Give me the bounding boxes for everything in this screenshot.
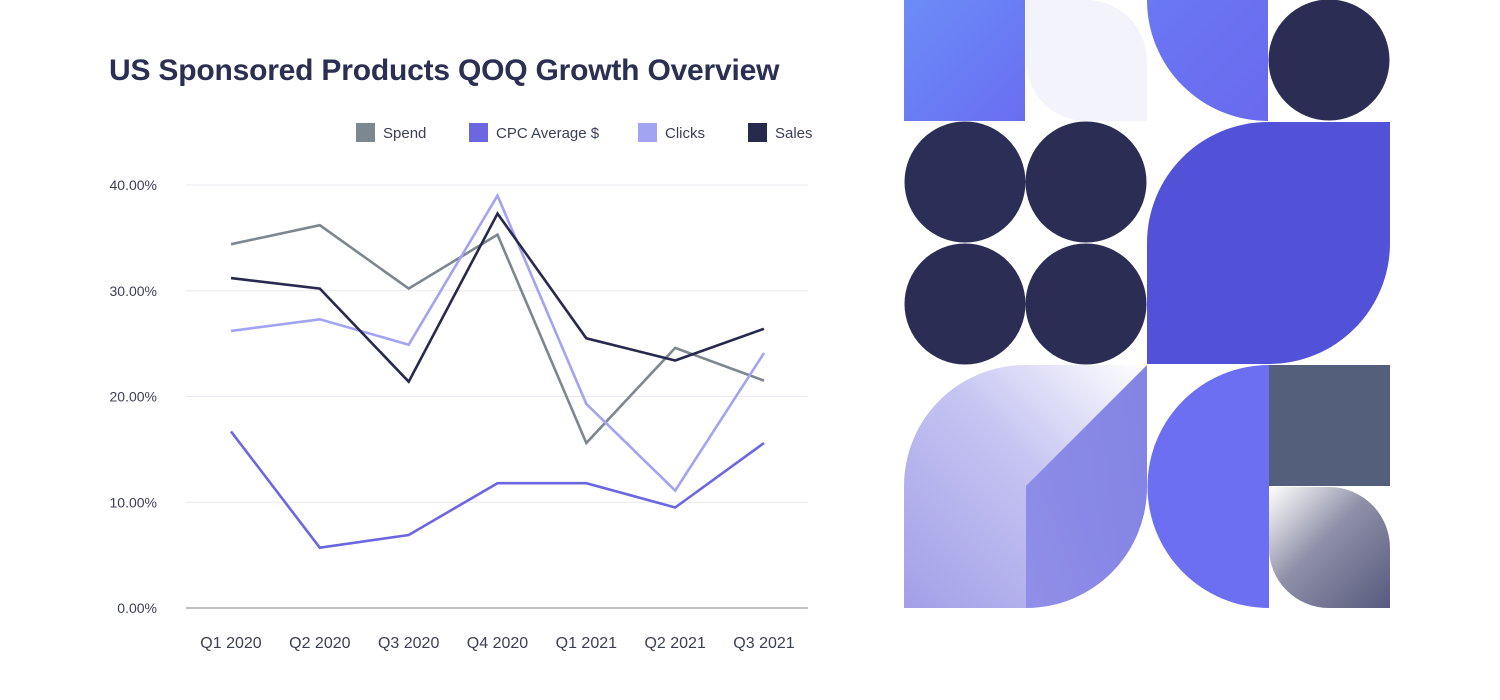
navy-circle-shape <box>1268 0 1390 121</box>
series-line-spend <box>230 223 765 446</box>
purple-triangle-shape <box>1026 365 1148 608</box>
y-axis-ticks: 0.00% 10.00% 20.00% 30.00% 40.00% <box>110 177 157 616</box>
legend-swatch-cpc-average <box>469 123 488 142</box>
blue-square-shape <box>904 0 1025 121</box>
series-line-clicks <box>230 192 766 493</box>
chart-title: US Sponsored Products QOQ Growth Overvie… <box>109 54 780 87</box>
series-lines <box>229 192 766 550</box>
periwinkle-half-circle-shape <box>1147 365 1269 608</box>
x-tick-label: Q2 2021 <box>644 635 705 652</box>
legend-swatch-spend <box>356 123 375 142</box>
legend-label-cpc-average: CPC Average $ <box>496 125 600 142</box>
x-tick-label: Q1 2020 <box>200 635 261 652</box>
x-axis-ticks: Q1 2020 Q2 2020 Q3 2020 Q4 2020 Q1 2021 Q2 20… <box>200 635 794 652</box>
y-tick-label: 20.00% <box>110 389 157 405</box>
grey-leaf-shape <box>1269 487 1390 608</box>
legend: Spend CPC Average $ Clicks Sales <box>356 123 813 142</box>
x-tick-label: Q2 2020 <box>289 635 350 652</box>
pale-quarter-shape <box>1026 0 1147 121</box>
navy-circle-shape <box>1025 243 1147 365</box>
y-tick-label: 40.00% <box>110 177 157 193</box>
legend-swatch-sales <box>748 123 767 142</box>
series-line-cpc-average <box>229 430 765 550</box>
navy-circle-shape <box>904 121 1026 243</box>
blue-quarter-circle-shape <box>1147 0 1268 121</box>
x-tick-label: Q3 2021 <box>733 635 794 652</box>
series-line-sales <box>230 211 765 384</box>
y-tick-label: 30.00% <box>110 283 157 299</box>
x-tick-label: Q1 2021 <box>556 635 617 652</box>
slate-square-shape <box>1269 365 1390 486</box>
decorative-geometric-art <box>904 0 1390 608</box>
line-chart: 0.00% 10.00% 20.00% 30.00% 40.00% Q1 2020 Q2 … <box>110 123 813 652</box>
legend-swatch-clicks <box>638 123 657 142</box>
x-tick-label: Q3 2020 <box>378 635 439 652</box>
purple-leaf-shape <box>1147 122 1390 364</box>
legend-label-spend: Spend <box>383 125 426 142</box>
x-tick-label: Q4 2020 <box>467 635 528 652</box>
y-tick-label: 0.00% <box>117 600 157 616</box>
legend-label-clicks: Clicks <box>665 125 705 142</box>
navy-circle-shape <box>904 243 1026 365</box>
gridlines <box>186 184 808 609</box>
navy-circle-shape <box>1025 121 1147 243</box>
legend-label-sales: Sales <box>775 125 813 142</box>
y-tick-label: 10.00% <box>110 494 157 510</box>
